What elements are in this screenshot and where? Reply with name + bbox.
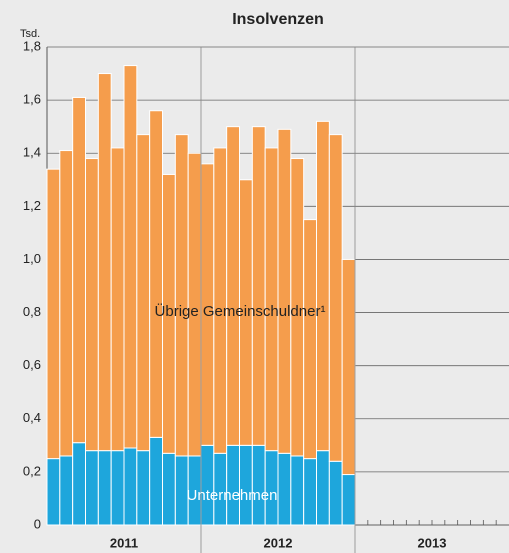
y-tick-label: 0,6: [23, 357, 41, 372]
bar-segment: [328, 134, 343, 462]
bar-segment: [136, 450, 151, 526]
bar-segment: [341, 258, 356, 476]
series-label: Unternehmen: [187, 487, 278, 504]
bar-segment: [174, 134, 189, 457]
bar-segment: [341, 474, 356, 526]
bar-segment: [97, 73, 112, 452]
bar-segment: [264, 147, 279, 452]
bar-segment: [85, 158, 99, 452]
bar-segment: [328, 460, 343, 526]
bar-segment: [72, 442, 86, 526]
bar-segment: [316, 450, 330, 526]
y-tick-label: 0,4: [23, 410, 41, 425]
y-tick-label: 1,2: [23, 198, 41, 213]
y-tick-label: 0,2: [23, 463, 41, 478]
bar-segment: [226, 444, 241, 526]
bar-segment: [46, 458, 61, 526]
bar-segment: [110, 147, 125, 452]
bar-segment: [136, 134, 151, 452]
year-label: 2011: [110, 535, 138, 550]
bar-segment: [162, 452, 176, 526]
bar-segment: [277, 452, 292, 526]
bar-segment: [149, 436, 164, 526]
bar-segment: [59, 150, 74, 457]
y-tick-label: 1,0: [23, 251, 41, 266]
y-tick-label: 1,6: [23, 92, 41, 107]
y-tick-label: 0: [34, 516, 41, 531]
y-axis-label: Tsd.: [20, 28, 40, 40]
bar-segment: [200, 444, 215, 526]
bar-segment: [303, 458, 317, 526]
bar-segment: [72, 96, 86, 444]
bar-segment: [239, 444, 253, 526]
chart-title: Insolvenzen: [232, 11, 324, 28]
bar-segment: [251, 444, 266, 526]
bar-segment: [46, 168, 61, 460]
bar-segment: [110, 450, 125, 526]
bar-segment: [316, 120, 330, 452]
bar-segment: [85, 450, 99, 526]
bar-segment: [277, 128, 292, 454]
bar-segment: [123, 447, 138, 526]
bar-segment: [149, 110, 164, 438]
bar-segment: [251, 126, 266, 446]
bar-segment: [59, 455, 74, 526]
year-label: 2012: [264, 535, 293, 550]
year-label: 2013: [418, 535, 447, 550]
bar-segment: [123, 65, 138, 449]
bar-segment: [303, 219, 317, 460]
bar-segment: [226, 126, 241, 446]
y-tick-label: 1,8: [23, 38, 41, 53]
bar-segment: [290, 455, 305, 526]
series-label: Übrige Gemeinschuldner¹: [155, 302, 326, 320]
bar-segment: [213, 147, 228, 454]
y-tick-label: 0,8: [23, 304, 41, 319]
y-tick-label: 1,4: [23, 145, 41, 160]
bar-segment: [97, 450, 112, 526]
